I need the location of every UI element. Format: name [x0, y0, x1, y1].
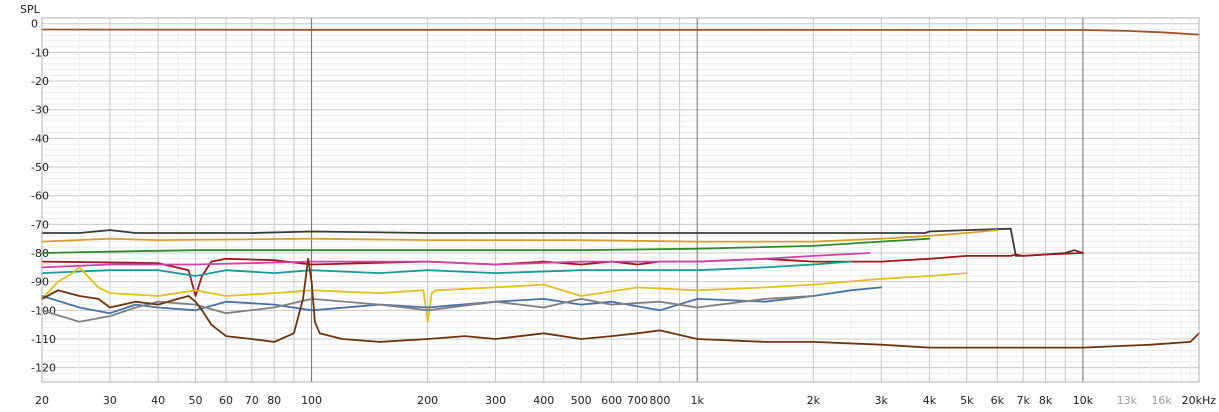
x-tick-label: 16k: [1151, 394, 1172, 407]
series-line-1: [41, 28, 1200, 36]
plot-frame: [41, 17, 1200, 383]
x-tick-label: 200: [417, 394, 438, 407]
x-tick-label: 30: [103, 394, 117, 407]
series-line-5: [41, 252, 1084, 297]
x-tick-label: 7k: [1016, 394, 1030, 407]
y-tick-label: -50: [31, 161, 49, 174]
x-tick-label: 3k: [875, 394, 889, 407]
x-tick-label: 2k: [807, 394, 821, 407]
x-tick-label: 10k: [1073, 394, 1094, 407]
y-tick-label: 0: [31, 18, 38, 31]
x-tick-label: 20: [35, 394, 49, 407]
x-tick-labels: 20 30 40 50 60 70 80 100 200 300 400 500 600 700 800 1k…: [35, 394, 1216, 407]
x-tick-label: 6k: [991, 394, 1005, 407]
x-tick-label: 500: [571, 394, 592, 407]
x-tick-label: 40: [151, 394, 165, 407]
plot-grid: [41, 18, 1200, 382]
series-line-6: [41, 252, 871, 269]
y-tick-label: -70: [31, 218, 49, 231]
x-tick-label: 60: [219, 394, 233, 407]
y-axis-label: SPL: [20, 3, 41, 16]
y-tick-label: -90: [31, 276, 49, 289]
x-tick-label: 80: [267, 394, 281, 407]
y-tick-label: -60: [31, 190, 49, 203]
x-tick-label: 13k: [1117, 394, 1138, 407]
series-line-10: [41, 295, 815, 323]
y-tick-label: -40: [31, 132, 49, 145]
series-line-8: [41, 266, 968, 323]
y-tick-label: -20: [31, 75, 49, 88]
x-tick-label: 1k: [691, 394, 705, 407]
x-tick-label: 700: [627, 394, 648, 407]
series-line-7: [41, 260, 852, 277]
x-tick-label: 70: [245, 394, 259, 407]
series-lines: [41, 28, 1200, 349]
x-tick-label: 600: [601, 394, 622, 407]
y-tick-label: -110: [31, 333, 56, 346]
x-tick-label: 400: [533, 394, 554, 407]
series-line-2: [41, 227, 1084, 257]
series-line-4: [41, 237, 931, 254]
x-tick-label: 4k: [923, 394, 937, 407]
x-tick-label: 100: [301, 394, 322, 407]
x-tick-label: 800: [649, 394, 670, 407]
x-tick-label: 50: [188, 394, 202, 407]
series-line-11: [41, 257, 1200, 349]
x-tick-label: 300: [485, 394, 506, 407]
y-tick-label: -120: [31, 362, 56, 375]
x-tick-label: 20kHz: [1182, 394, 1217, 407]
series-line-3: [41, 229, 999, 243]
y-tick-labels: 0-10-20-30-40-50-60-70-80-90-100-110-120: [31, 18, 56, 375]
x-tick-label: 5k: [960, 394, 974, 407]
y-tick-label: -10: [31, 46, 49, 59]
y-tick-label: -30: [31, 104, 49, 117]
x-tick-label: 8k: [1039, 394, 1053, 407]
y-tick-label: -80: [31, 247, 49, 260]
